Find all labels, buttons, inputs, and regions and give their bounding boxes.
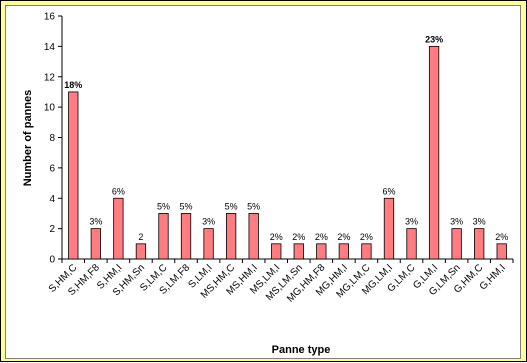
data-label: 3% — [450, 217, 463, 227]
bar — [406, 228, 417, 260]
bar — [203, 228, 214, 260]
bar — [474, 228, 485, 260]
data-label: 6% — [382, 186, 395, 196]
data-label: 5% — [180, 201, 193, 211]
y-axis-title: Number of pannes — [22, 90, 34, 187]
bar — [225, 213, 237, 260]
x-tick-label: G,HM,I — [478, 262, 508, 292]
bar — [451, 228, 462, 260]
y-tick-label: 8 — [49, 133, 55, 144]
data-label: 2% — [337, 232, 350, 242]
data-labels: 18% 3% 6% 2 5% 5% 3% 5% 5% 2% 2% 2% 2% 2% 6% 3% 23% 3% 3% 2… — [64, 34, 508, 241]
bar — [293, 243, 304, 260]
bar — [428, 45, 440, 260]
y-tick-label: 2 — [49, 224, 55, 235]
bar — [316, 243, 327, 260]
x-ticks: S,HM,CS,HM,F8S,HM,IS,HM,SnS,LM,CS,LM,F8S… — [47, 259, 514, 305]
data-label: 3% — [473, 217, 486, 227]
bar — [90, 228, 101, 260]
data-label: 6% — [112, 186, 125, 196]
data-label: 3% — [405, 217, 418, 227]
bar — [496, 243, 507, 260]
y-tick-label: 14 — [44, 42, 56, 53]
bar — [338, 243, 350, 260]
data-label: 2% — [315, 232, 328, 242]
y-ticks: 0 2 4 6 8 10 12 14 16 — [44, 12, 62, 266]
bar — [158, 213, 169, 260]
bar — [248, 213, 259, 260]
bars — [68, 45, 507, 260]
y-tick-label: 6 — [49, 163, 55, 174]
data-label: 5% — [247, 201, 260, 211]
data-label: 2% — [495, 232, 508, 242]
data-label: 3% — [202, 217, 215, 227]
data-label: 3% — [89, 217, 102, 227]
data-label: 18% — [64, 80, 82, 90]
y-tick-label: 12 — [44, 72, 56, 83]
bar — [361, 243, 372, 260]
axes — [61, 16, 513, 260]
bar — [271, 243, 282, 260]
data-label: 5% — [157, 201, 170, 211]
data-label: 5% — [225, 201, 238, 211]
y-tick-label: 16 — [44, 12, 56, 23]
bar — [113, 197, 124, 260]
data-label: 2% — [360, 232, 373, 242]
x-axis-title: Panne type — [272, 344, 331, 356]
data-label: 2 — [138, 232, 143, 242]
bar — [135, 243, 147, 260]
bar — [383, 197, 395, 260]
bar — [180, 213, 192, 260]
data-label: 2% — [292, 232, 305, 242]
y-tick-label: 4 — [49, 194, 55, 205]
data-label: 2% — [270, 232, 283, 242]
data-label: 23% — [425, 34, 443, 44]
bar — [68, 91, 79, 260]
y-tick-label: 0 — [49, 255, 55, 266]
y-tick-label: 10 — [44, 103, 56, 114]
